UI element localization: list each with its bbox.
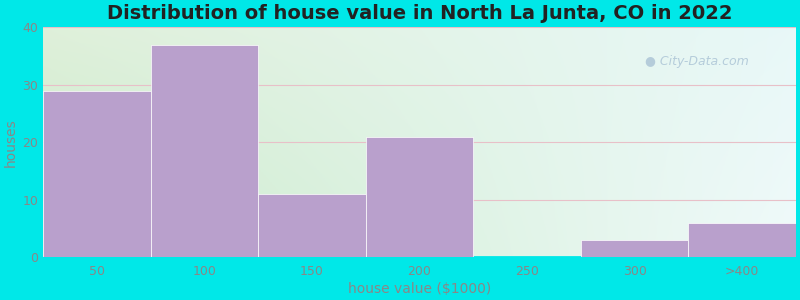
Bar — [366, 136, 474, 257]
Bar — [581, 240, 688, 257]
X-axis label: house value ($1000): house value ($1000) — [348, 282, 491, 296]
Y-axis label: houses: houses — [4, 118, 18, 166]
Bar — [688, 223, 796, 257]
Bar — [258, 194, 366, 257]
Bar — [43, 91, 150, 257]
Bar — [150, 45, 258, 257]
Title: Distribution of house value in North La Junta, CO in 2022: Distribution of house value in North La … — [106, 4, 732, 23]
Text: ● City-Data.com: ● City-Data.com — [646, 56, 749, 68]
